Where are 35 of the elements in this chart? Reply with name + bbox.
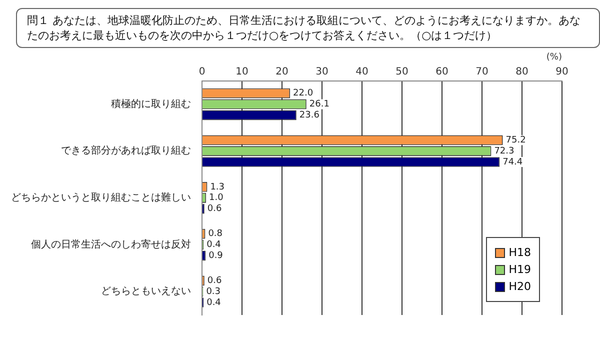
x-tick-label: 80 xyxy=(516,66,528,78)
x-tick-label: 20 xyxy=(276,66,288,78)
x-tick-label: 60 xyxy=(436,66,448,78)
x-tick-label: 10 xyxy=(236,66,248,78)
data-label: 0.9 xyxy=(208,251,224,262)
y-tick-label: 積極的に取り組む xyxy=(111,98,191,110)
data-label: 0.4 xyxy=(206,240,222,250)
legend-label: H18 xyxy=(508,246,531,259)
y-tick-label: どちらかというと取り組むことは難しい xyxy=(11,191,191,204)
x-tick-label: 30 xyxy=(316,66,328,78)
data-label: 23.6 xyxy=(299,110,320,120)
x-tick-label: 70 xyxy=(476,66,488,78)
data-label: 0.3 xyxy=(206,286,221,297)
x-tick-label: 0 xyxy=(198,66,206,78)
data-label: 0.6 xyxy=(207,204,222,214)
data-label: 75.2 xyxy=(506,135,526,146)
chart-title: 問１ あなたは、地球温暖化防止のため、日常生活における取組について、どのようにお考えになりますか。あなたのお考えに最も近いものを次の中から１つだけ○をつけてお答えください。（○は１つだけ） xyxy=(27,14,580,42)
x-tick-label: 90 xyxy=(556,66,568,78)
data-label: 1.0 xyxy=(209,193,224,204)
data-label: 26.1 xyxy=(309,100,330,110)
data-label: 0.6 xyxy=(207,276,222,286)
data-label: 0.8 xyxy=(208,229,223,240)
data-label: 22.0 xyxy=(293,88,314,99)
legend-label: H20 xyxy=(508,280,531,293)
data-label: 72.3 xyxy=(494,146,514,156)
y-tick-label: できる部分があれば取り組む xyxy=(61,144,191,157)
legend-label: H19 xyxy=(508,263,531,276)
data-label: 1.3 xyxy=(210,182,225,192)
x-axis-title: (%) xyxy=(546,52,562,63)
y-tick-label: 個人の日常生活へのしわ寄せは反対 xyxy=(31,238,191,250)
data-label: 0.4 xyxy=(206,298,222,308)
data-label: 74.4 xyxy=(502,157,523,168)
y-tick-label: どちらともいえない xyxy=(101,286,191,298)
x-tick-label: 40 xyxy=(356,66,368,78)
x-tick-label: 50 xyxy=(396,66,408,78)
